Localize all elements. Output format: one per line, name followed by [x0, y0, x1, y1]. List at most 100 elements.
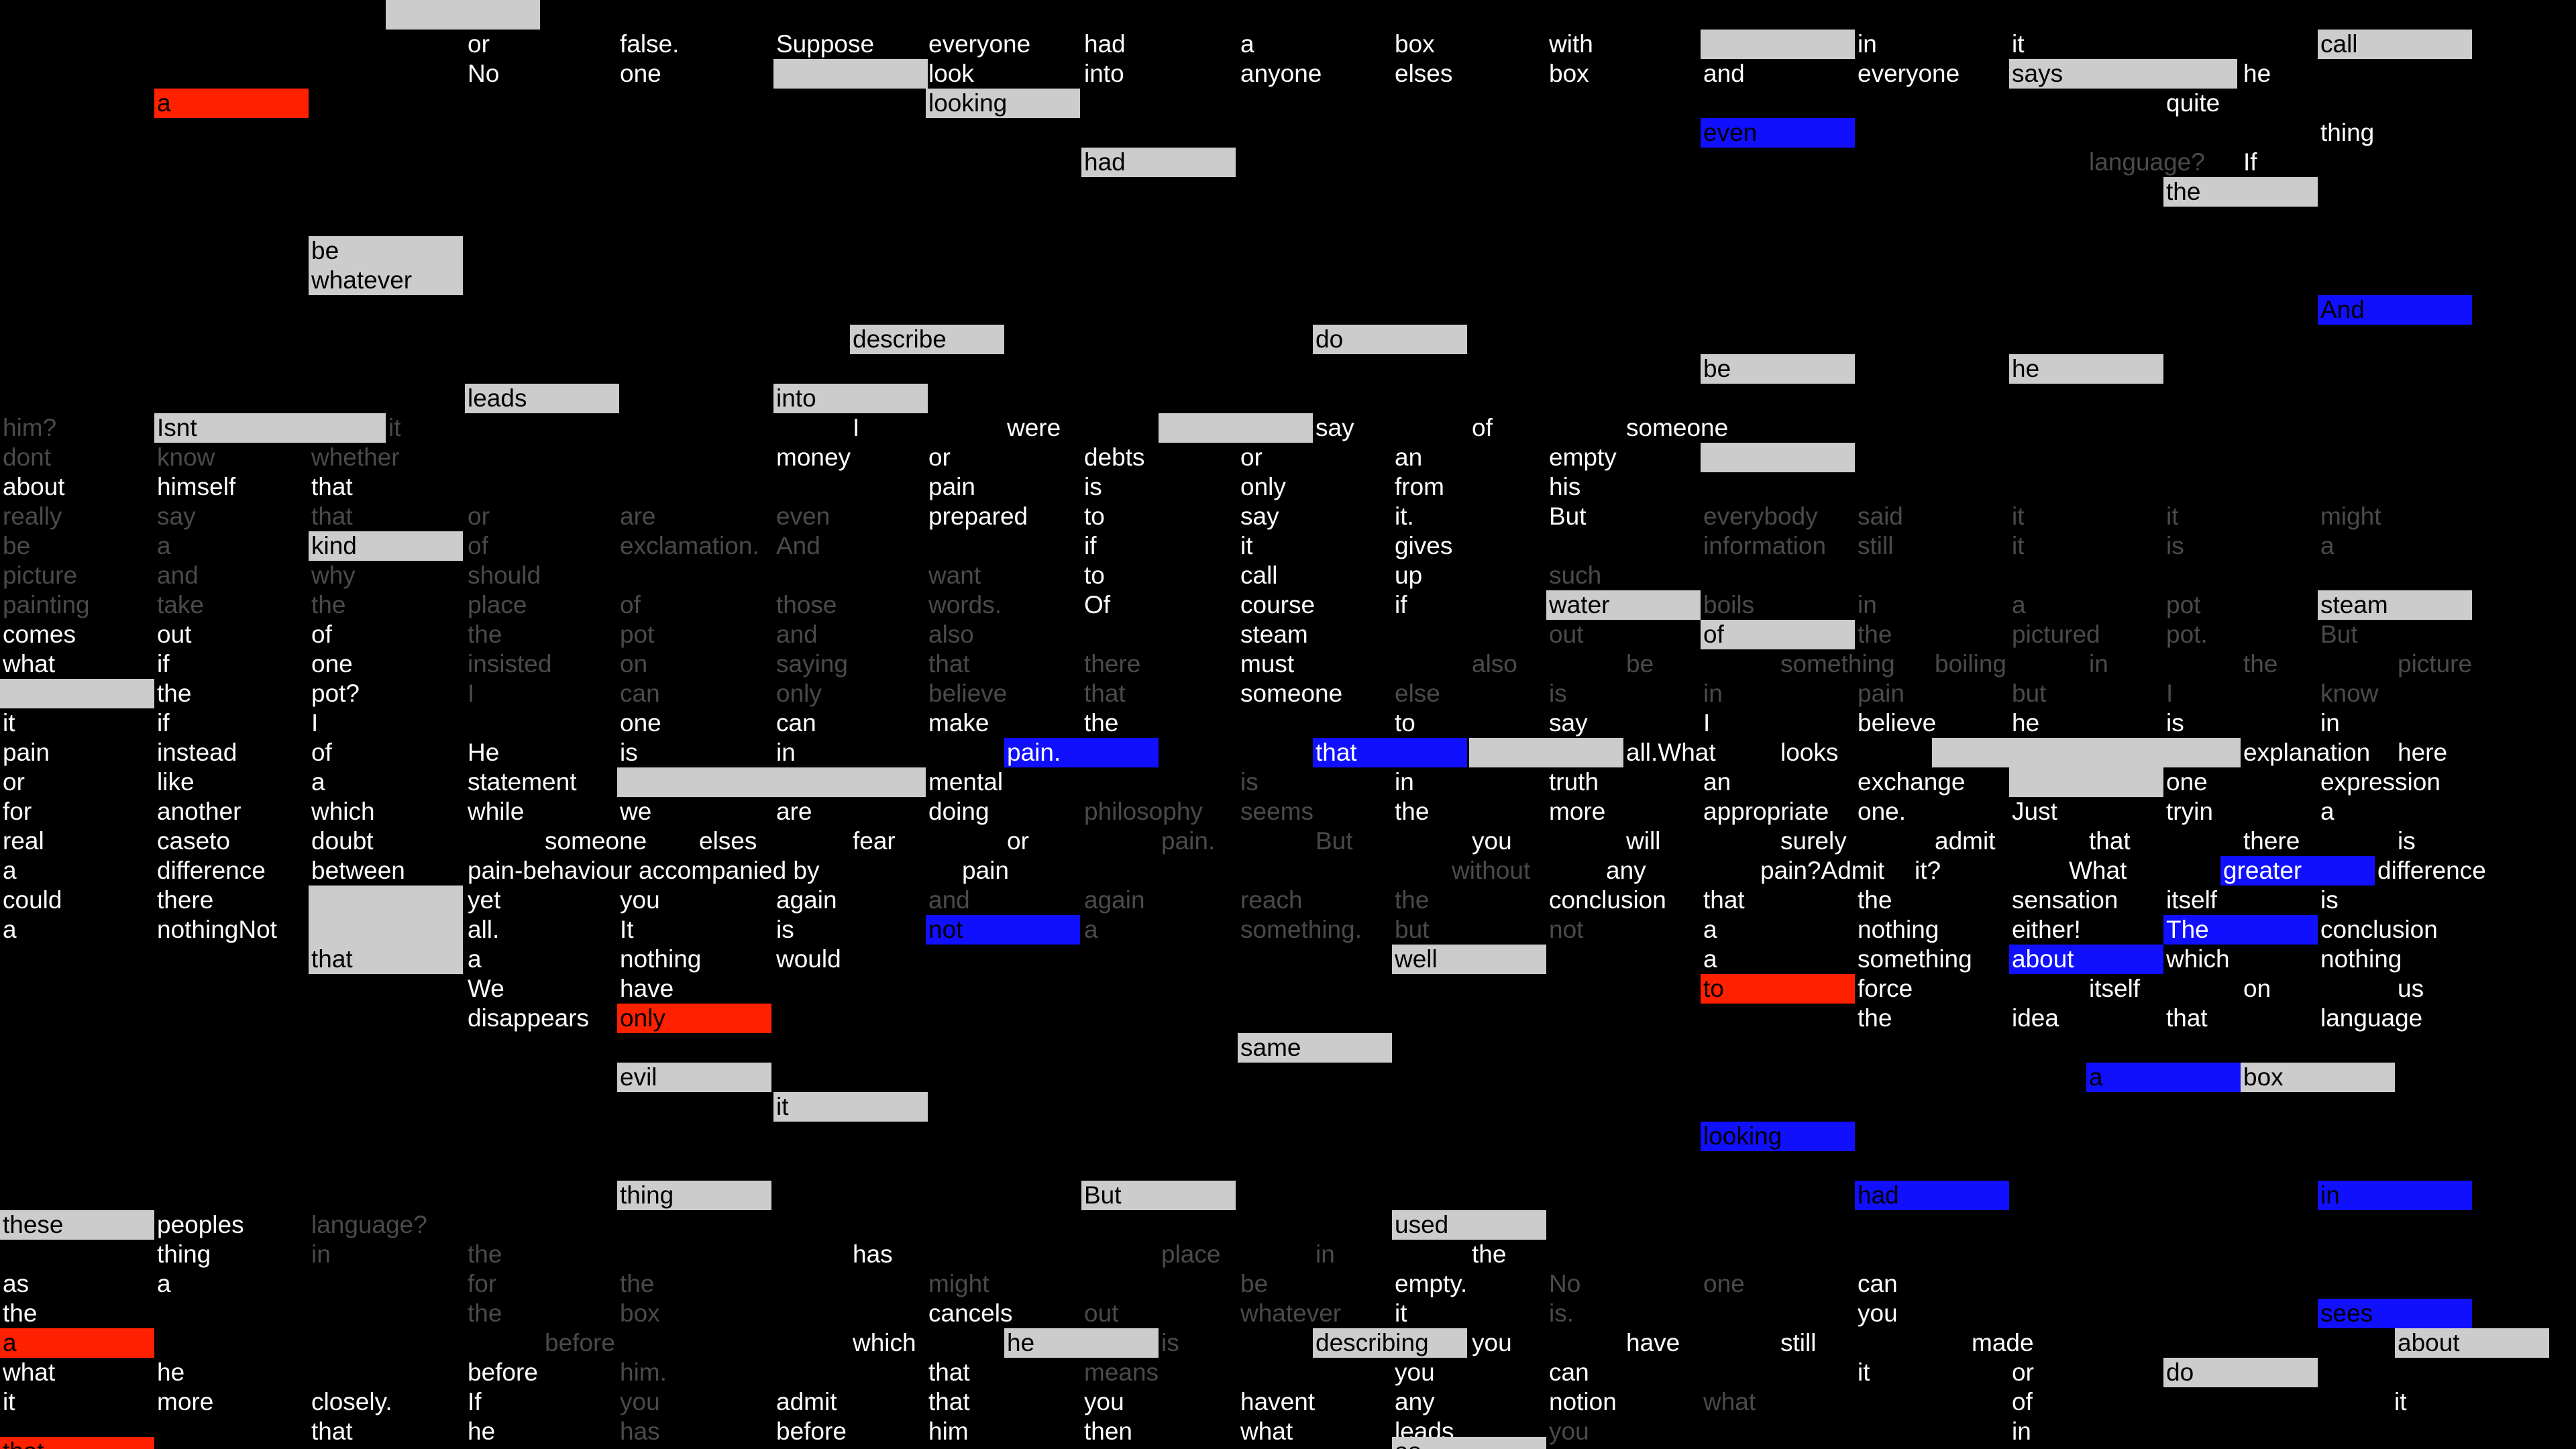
word: in: [1395, 768, 1414, 796]
word: pot.: [2166, 621, 2208, 648]
word: there: [2243, 827, 2300, 855]
word: without: [1452, 857, 1531, 884]
word-highlight: that: [1313, 738, 1467, 767]
word-highlight: steam: [2318, 590, 2472, 620]
word: is: [776, 916, 794, 943]
word: will: [1626, 827, 1661, 855]
word: gives: [1395, 532, 1453, 559]
word: it.: [1395, 502, 1414, 530]
word-highlight: pain.: [1004, 738, 1159, 767]
word: he: [468, 1417, 496, 1445]
word: in: [2012, 1417, 2031, 1445]
word: him: [928, 1417, 969, 1445]
word: I: [468, 680, 475, 707]
word: before: [545, 1329, 615, 1356]
word-highlight: a: [2086, 1063, 2241, 1092]
word: the: [1858, 621, 1892, 648]
word: before: [468, 1358, 538, 1386]
word: prepared: [928, 502, 1028, 530]
word: be: [3, 532, 31, 559]
word: there: [157, 886, 214, 914]
word: one: [620, 709, 661, 737]
word: the: [468, 1240, 502, 1268]
word: we: [620, 798, 652, 825]
word: if: [1395, 591, 1407, 619]
word-highlight: do: [1313, 325, 1467, 354]
word: take: [157, 591, 204, 619]
word: him?: [3, 414, 57, 441]
word: not: [1549, 916, 1584, 943]
word: such: [1549, 561, 1602, 589]
word: information: [1703, 532, 1827, 559]
word-highlight: [1159, 413, 1313, 443]
word: that: [928, 1358, 970, 1386]
word: is: [2166, 532, 2184, 559]
word: an: [1395, 443, 1423, 471]
word: it: [2394, 1388, 2407, 1415]
word: have: [1626, 1329, 1680, 1356]
word: the: [1858, 886, 1892, 914]
word-highlight: he: [1004, 1328, 1159, 1358]
word: again: [776, 886, 837, 914]
word: doing: [928, 798, 989, 825]
word: one: [1703, 1270, 1745, 1297]
word: peoples: [157, 1211, 244, 1238]
word: the: [1084, 709, 1119, 737]
word: someone: [1240, 680, 1343, 707]
word: or: [468, 30, 490, 58]
word: yet: [468, 886, 501, 914]
word: cancels: [928, 1299, 1013, 1327]
word-highlight: But: [1081, 1181, 1236, 1210]
word: everyone: [928, 30, 1031, 58]
word: might: [2320, 502, 2381, 530]
word: the: [1472, 1240, 1507, 1268]
word: you: [620, 886, 660, 914]
word: is: [620, 739, 638, 766]
word: sensation: [2012, 886, 2118, 914]
word: itself: [2166, 886, 2218, 914]
word-highlight: [1932, 738, 2241, 767]
word: of: [311, 739, 332, 766]
word: that: [928, 650, 970, 678]
word: want: [928, 561, 981, 589]
word-highlight: only: [617, 1004, 771, 1033]
word-highlight: kind: [309, 531, 463, 561]
word: If: [2243, 148, 2257, 176]
word: language?: [2089, 148, 2205, 176]
word: is: [2398, 827, 2416, 855]
word: one: [2166, 768, 2208, 796]
word: elses: [699, 827, 757, 855]
word: surely: [1780, 827, 1847, 855]
word: look: [928, 60, 974, 87]
word: And: [776, 532, 820, 559]
word: conclusion: [2320, 916, 2438, 943]
word: it: [2012, 532, 2025, 559]
word: us: [2398, 975, 2424, 1002]
word-highlight: [1701, 30, 1855, 59]
word: as: [3, 1270, 30, 1297]
word: whatever: [1240, 1299, 1342, 1327]
word: whether: [311, 443, 400, 471]
word: like: [157, 768, 195, 796]
word: any: [1395, 1388, 1435, 1415]
word: itself: [2089, 975, 2141, 1002]
word: had: [1084, 30, 1126, 58]
word: idea: [2012, 1004, 2059, 1032]
word: nothing: [1858, 916, 1939, 943]
word: be: [1240, 1270, 1269, 1297]
word: and: [157, 561, 199, 589]
word: pot: [620, 621, 655, 648]
word: you: [1472, 1329, 1512, 1356]
word: one.: [1858, 798, 1907, 825]
word: are: [620, 502, 656, 530]
word: or: [1007, 827, 1029, 855]
word: a: [2012, 591, 2026, 619]
word: of: [311, 621, 332, 648]
word: between: [311, 857, 405, 884]
word: you: [1472, 827, 1512, 855]
word: another: [157, 798, 241, 825]
word: quite: [2166, 89, 2220, 117]
word: a: [1084, 916, 1098, 943]
word: something.: [1240, 916, 1362, 943]
word: with: [1549, 30, 1593, 58]
